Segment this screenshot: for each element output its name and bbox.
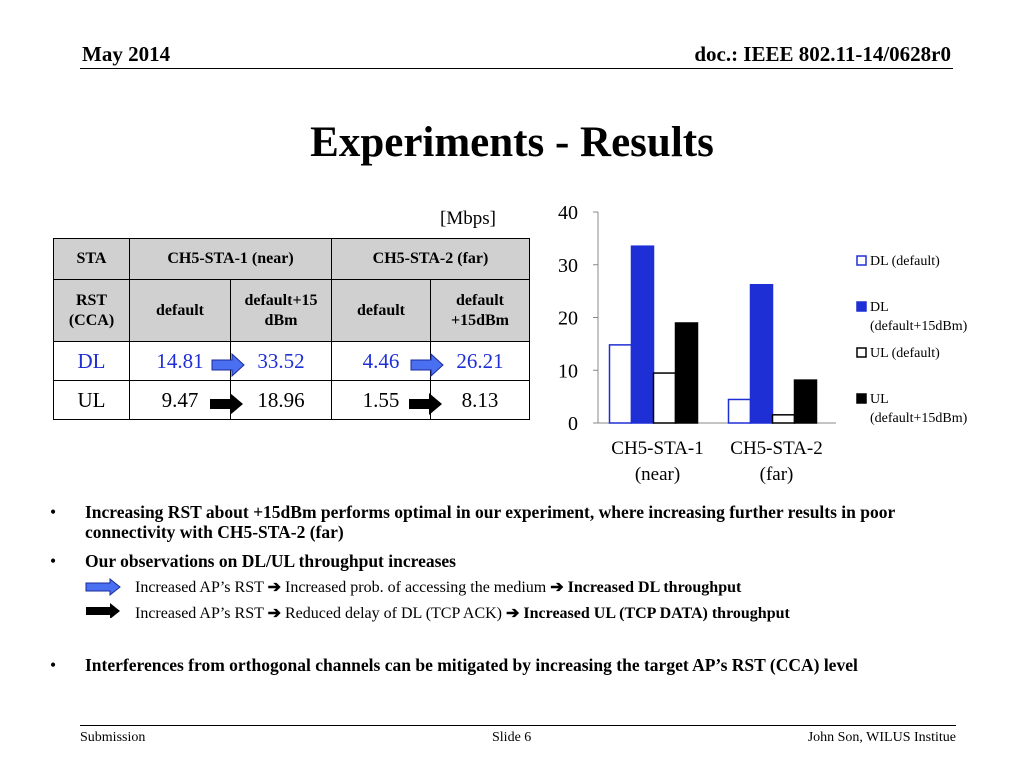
legend-swatch [856,347,867,358]
subheader-default-1: default [129,279,231,342]
bar-4-2 [793,379,818,424]
row-label-ul: UL [53,380,130,420]
right-arrow-icon: ➔ [550,579,564,596]
sub-bullet-arrows [85,578,121,618]
bullet-text: Our observations on DL/UL throughput inc… [85,551,456,571]
header-sta: STA [53,238,130,280]
y-tick-label: 20 [558,308,578,330]
y-tick-label: 10 [558,360,578,382]
sub-bullet-dl: Increased AP’s RST ➔ Increased prob. of … [135,577,741,597]
x-category-label: CH5-STA-1 [611,438,703,459]
legend-label: (default+15dBm) [870,411,968,426]
results-table: STA CH5-STA-1 (near) CH5-STA-2 (far) RST… [53,238,530,420]
plus15-2-line2: +15dBm [450,311,509,329]
ul-arrow-icon [409,393,442,415]
sub-ul-mid: Reduced delay of DL (TCP ACK) [281,605,506,622]
sub-dl-bold: Increased DL throughput [567,579,742,596]
footer-slide-number: Slide 6 [492,730,532,745]
bar-3-1 [652,372,677,424]
plus15-1-line2: dBm [264,311,298,329]
sub-ul-bold: Increased UL (TCP DATA) throughput [523,605,790,622]
header-sta1: CH5-STA-1 (near) [129,238,332,280]
unit-label: [Mbps] [440,208,496,229]
x-category-label: CH5-STA-2 [730,438,822,459]
rst-text: RST [75,291,108,309]
sub-dl-prefix: Increased AP’s RST [135,579,268,596]
y-tick-label: 0 [568,413,578,435]
plus15-2-line1: default [456,291,504,309]
dl-arrow-icon [410,352,444,378]
bar-4-1 [674,322,699,424]
x-category-label: (far) [760,464,794,485]
subheader-plus15-2: default +15dBm [430,279,530,342]
bullet-dot: • [50,551,57,571]
table-subheader-row: RST (CCA) default default+15 dBm default… [53,279,530,342]
bullet-dot: • [50,502,57,522]
bar-2-1 [630,245,655,424]
throughput-bar-chart: 0 10 20 30 40 CH5-STA-1 (near) CH5-STA-2 (far) DL… [558,202,968,485]
bullet-text: Interferences from orthogonal channels c… [85,655,858,675]
bar-3-2 [771,414,796,424]
right-arrow-icon: ➔ [267,605,281,622]
x-category-label: (near) [635,464,680,485]
ul-arrow-icon [210,393,243,415]
blue-arrow-icon [85,578,121,597]
y-tick-label: 40 [558,202,578,224]
legend-label: (default+15dBm) [870,319,968,334]
legend-swatch [856,301,867,312]
table-row-ul: UL 9.47 18.96 1.55 8.13 [53,380,530,420]
header-doc-id: doc.: IEEE 802.11-14/0628r0 [694,42,951,66]
slide-title: Experiments - Results [310,119,714,166]
bullet-text: Increasing RST about +15dBm performs opt… [85,502,895,542]
legend-label: UL [870,392,889,407]
subheader-plus15-1: default+15 dBm [230,279,332,342]
legend-label: DL (default) [870,254,940,269]
legend-label: UL (default) [870,346,940,361]
table-header-row: STA CH5-STA-1 (near) CH5-STA-2 (far) [53,238,530,280]
bullet-dot: • [50,655,57,675]
sub-dl-mid: Increased prob. of accessing the medium [281,579,551,596]
legend-label: DL [870,300,889,315]
cell-ul-sta2-plus15: 8.13 [430,380,530,420]
cell-dl-sta2-plus15: 26.21 [430,341,530,381]
bar-1-1 [608,344,633,424]
bar-2-2 [749,283,774,424]
header-date: May 2014 [82,42,171,66]
header-sta2: CH5-STA-2 (far) [331,238,530,280]
plus15-1-line1: default+15 [244,291,318,309]
header-divider [80,68,953,69]
y-tick-label: 30 [558,255,578,277]
legend-swatch [856,393,867,404]
subheader-default-2: default [331,279,431,342]
dl-arrow-icon [211,352,245,378]
bar-1-2 [727,398,752,424]
subheader-rst-label: RST (CCA) [53,279,130,342]
right-arrow-icon: ➔ [506,605,520,622]
sub-bullet-ul: Increased AP’s RST ➔ Reduced delay of DL… [135,603,790,623]
legend-swatch [856,255,867,266]
cca-text: (CCA) [68,311,115,329]
right-arrow-icon: ➔ [267,579,281,596]
footer-divider [80,725,956,726]
sub-ul-prefix: Increased AP’s RST [135,605,268,622]
cell-ul-sta1-plus15: 18.96 [230,380,332,420]
footer-submission: Submission [80,730,146,745]
table-row-dl: DL 14.81 33.52 4.46 26.21 [53,341,530,381]
black-arrow-icon [86,603,120,618]
footer-author: John Son, WILUS Institue [807,730,956,745]
